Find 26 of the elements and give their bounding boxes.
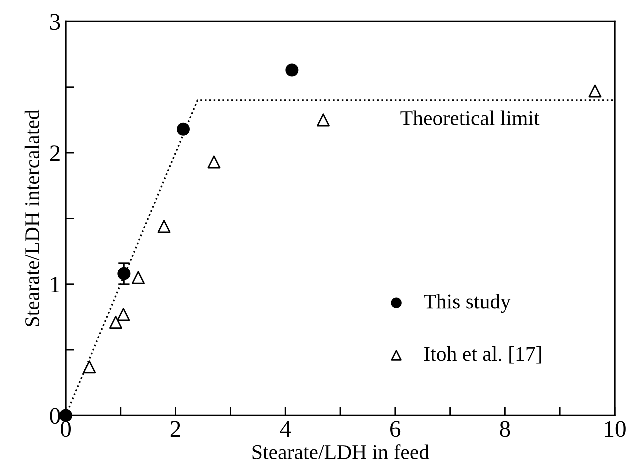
point: [132, 271, 145, 284]
y-tick-label: 1: [51, 276, 60, 293]
x-tick-label: 10: [605, 421, 626, 438]
x-tick-label: 0: [60, 421, 72, 438]
point: [286, 64, 299, 77]
annotation: Theoretical limit: [400, 110, 540, 126]
y-axis-title: Stearate/LDH intercalated: [24, 110, 40, 326]
point: [316, 114, 330, 127]
x-axis-title: Stearate/LDH in feed: [252, 444, 430, 460]
point: [83, 360, 96, 374]
point: [176, 122, 190, 136]
legend-label: Itoh et al. [17]: [424, 346, 542, 364]
x-tick-label: 4: [280, 421, 292, 437]
x-tick-label: 8: [500, 421, 510, 438]
x-tick-label: 6: [390, 421, 401, 438]
point: [588, 84, 602, 98]
y-tick-label: 0: [50, 408, 60, 424]
y-tick-label: 3: [50, 14, 60, 30]
point: [118, 267, 131, 280]
legend-label: This study: [424, 294, 511, 314]
point: [158, 220, 171, 234]
point: [109, 316, 122, 329]
point: [117, 308, 130, 322]
x-tick-label: 2: [170, 421, 180, 437]
y-tick-label: 2: [50, 146, 60, 162]
point: [208, 156, 221, 169]
